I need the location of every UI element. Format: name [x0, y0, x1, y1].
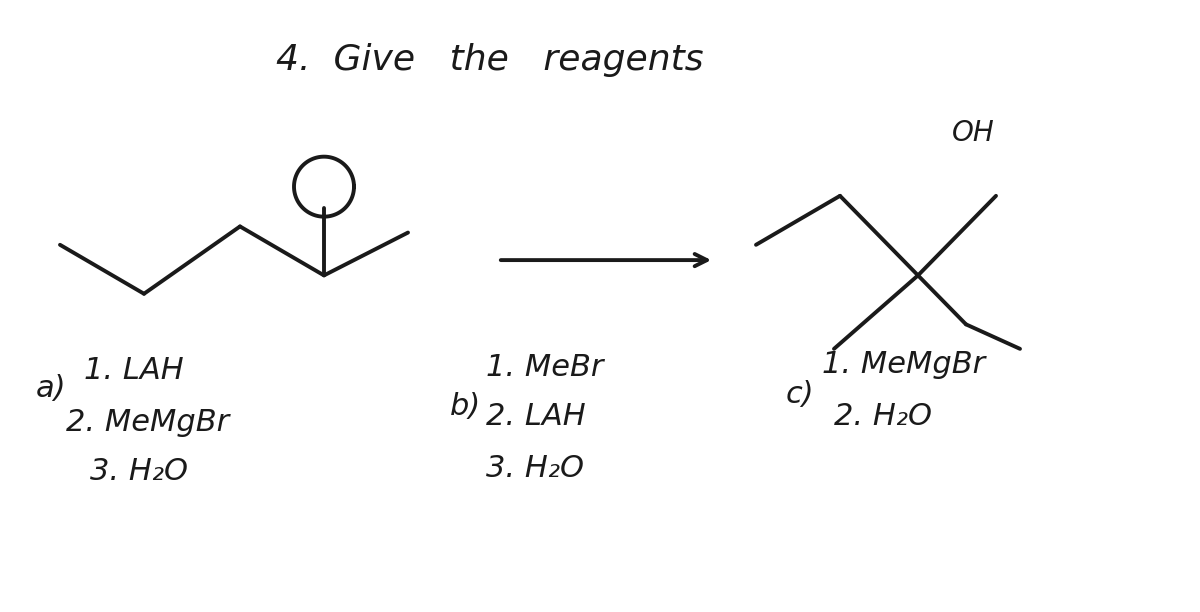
Text: 2. LAH: 2. LAH: [486, 401, 586, 431]
Text: 4.  Give   the   reagents: 4. Give the reagents: [276, 43, 703, 77]
Text: OH: OH: [952, 119, 995, 147]
Text: c): c): [786, 380, 815, 409]
Text: 1. LAH: 1. LAH: [84, 356, 184, 385]
Text: 2. MeMgBr: 2. MeMgBr: [66, 408, 229, 437]
Text: b): b): [450, 392, 481, 422]
Text: 2. H₂O: 2. H₂O: [834, 401, 932, 431]
Text: a): a): [36, 374, 67, 403]
Text: 3. H₂O: 3. H₂O: [90, 457, 188, 486]
Text: 3. H₂O: 3. H₂O: [486, 453, 584, 483]
Text: 1. MeMgBr: 1. MeMgBr: [822, 349, 985, 379]
Text: 1. MeBr: 1. MeBr: [486, 353, 604, 382]
